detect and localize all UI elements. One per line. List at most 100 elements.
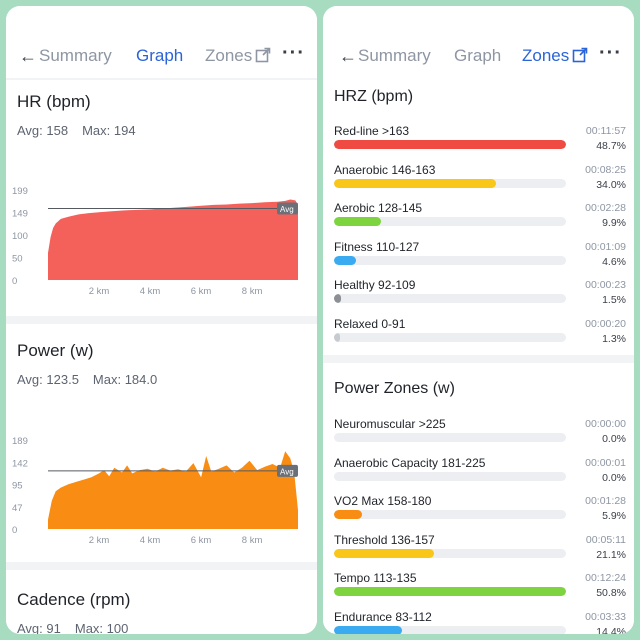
zone-row: Threshold 136-157 00:05:11 21.1% xyxy=(334,533,626,569)
zone-bar-track xyxy=(334,178,566,188)
zone-bar-fill xyxy=(334,140,566,149)
more-menu-icon[interactable]: ··· xyxy=(282,42,305,64)
zone-bar-fill xyxy=(334,510,363,519)
zone-percent: 1.3% xyxy=(602,332,626,345)
cadence-max: Max: 100 xyxy=(74,621,129,634)
zone-row: VO2 Max 158-180 00:01:28 5.9% xyxy=(334,494,626,530)
graph-panel: ← Summary Graph Zones ··· HR (bpm) Avg: … xyxy=(6,6,317,634)
power-y-tick-label: 189 xyxy=(12,436,28,447)
zone-bar-fill xyxy=(334,625,403,634)
zone-bar-track xyxy=(334,140,566,149)
cadence-card: Cadence (rpm) Avg: 91 Max: 100 xyxy=(6,570,317,634)
tab-graph[interactable]: Graph xyxy=(136,46,184,65)
zone-time: 00:00:01 xyxy=(585,456,626,469)
hr-y-tick-label: 100 xyxy=(12,231,28,242)
zone-bar-track xyxy=(334,625,566,634)
zone-name: Fitness 110-127 xyxy=(334,239,420,254)
power-y-tick-label: 0 xyxy=(12,525,17,536)
cadence-stats: Avg: 91 Max: 100 xyxy=(17,621,142,634)
zone-time: 00:05:11 xyxy=(585,533,626,546)
zone-bar-track xyxy=(334,255,566,265)
zone-name: Neuromuscular >225 xyxy=(334,417,446,431)
hr-y-tick-label: 149 xyxy=(12,209,28,220)
back-arrow-icon[interactable]: ← xyxy=(19,46,37,66)
zone-bar-fill xyxy=(334,332,341,342)
hr-x-tick-label: 2 km xyxy=(89,286,110,297)
zone-bar-fill xyxy=(334,178,496,188)
power-avg-label: Avg xyxy=(280,467,294,476)
zone-percent: 14.4% xyxy=(596,625,626,635)
zone-bar-fill xyxy=(334,548,435,558)
hr-stats: Avg: 158 Max: 194 xyxy=(17,123,150,138)
tab-zones[interactable]: Zones xyxy=(205,46,253,65)
zone-bar-fill xyxy=(334,294,342,303)
zone-name: Red-line >163 xyxy=(334,124,410,138)
zone-time: 00:11:57 xyxy=(585,125,626,137)
power-y-tick-label: 47 xyxy=(12,503,23,514)
power-title: Power (w) xyxy=(17,341,94,360)
zone-name: VO2 Max 158-180 xyxy=(334,494,432,508)
zone-time: 00:02:28 xyxy=(585,202,626,214)
power-chart: 189 142 95 47 0 Avg 2 km 4 km 6 km 8 km xyxy=(12,436,298,546)
zone-row: Tempo 113-135 00:12:24 50.8% xyxy=(334,571,626,607)
zone-name: Endurance 83-112 xyxy=(334,609,432,624)
zone-name: Anaerobic 146-163 xyxy=(334,162,436,177)
top-nav: ← Summary Graph Zones ··· xyxy=(6,6,317,78)
power-y-tick-label: 142 xyxy=(12,458,28,469)
zone-row: Neuromuscular >225 00:00:00 0.0% xyxy=(334,417,626,453)
hr-max: Max: 194 xyxy=(82,123,136,138)
zone-bar-track xyxy=(334,587,566,596)
zone-percent: 5.9% xyxy=(602,510,626,522)
hr-avg-label: Avg xyxy=(280,205,294,214)
zone-percent: 48.7% xyxy=(596,140,626,152)
power-x-tick-label: 4 km xyxy=(140,535,161,546)
zone-name: Tempo 113-135 xyxy=(334,571,417,585)
zone-percent: 21.1% xyxy=(596,548,626,561)
tab-summary[interactable]: Summary xyxy=(358,46,431,65)
zones-panel: ← Summary Graph Zones ··· HRZ (bpm) Red-… xyxy=(323,6,634,634)
hrz-card: HRZ (bpm) Red-line >163 00:11:57 48.7% Anae… xyxy=(323,78,634,355)
hrz-title: HRZ (bpm) xyxy=(334,88,414,105)
power-x-tick-label: 6 km xyxy=(191,535,212,546)
external-link-icon[interactable] xyxy=(572,47,588,63)
zone-bar-fill xyxy=(334,255,356,265)
hr-y-tick-label: 0 xyxy=(12,276,17,287)
zone-time: 00:03:33 xyxy=(585,610,626,623)
zone-percent: 1.5% xyxy=(602,294,626,306)
zone-percent: 0.0% xyxy=(602,471,626,484)
hr-x-tick-label: 4 km xyxy=(140,286,161,297)
cadence-avg: Avg: 91 xyxy=(17,621,61,634)
zone-row: Anaerobic 146-163 00:08:25 34.0% xyxy=(334,163,626,199)
power-x-tick-label: 2 km xyxy=(89,535,110,546)
power-y-tick-label: 95 xyxy=(12,481,23,492)
hr-y-tick-label: 199 xyxy=(12,186,28,197)
hr-title: HR (bpm) xyxy=(17,92,91,111)
external-link-icon[interactable] xyxy=(255,47,271,63)
zone-percent: 9.9% xyxy=(602,217,626,229)
power-stats: Avg: 123.5 Max: 184.0 xyxy=(17,372,171,387)
back-arrow-icon[interactable]: ← xyxy=(339,46,357,66)
cadence-title: Cadence (rpm) xyxy=(17,590,131,609)
zone-bar-fill xyxy=(334,217,382,226)
power-x-tick-label: 8 km xyxy=(242,535,263,546)
power-max: Max: 184.0 xyxy=(92,372,158,387)
tab-graph[interactable]: Graph xyxy=(454,46,502,65)
hr-y-tick-label: 50 xyxy=(12,254,23,265)
tab-summary[interactable]: Summary xyxy=(39,46,112,65)
zone-row: Endurance 83-112 00:03:33 14.4% xyxy=(334,609,626,635)
more-menu-icon[interactable]: ··· xyxy=(599,42,622,64)
zone-time: 00:00:23 xyxy=(585,279,626,291)
hr-x-tick-label: 6 km xyxy=(191,286,212,297)
zone-bar-track xyxy=(334,332,566,342)
zone-name: Anaerobic Capacity 181-225 xyxy=(334,455,486,470)
zone-name: Healthy 92-109 xyxy=(334,278,416,292)
power-card: Power (w) Avg: 123.5 Max: 184.0 189 142 95 4… xyxy=(6,324,317,562)
zone-bar-track xyxy=(334,294,566,303)
zone-name: Aerobic 128-145 xyxy=(334,201,423,215)
tab-zones[interactable]: Zones xyxy=(522,46,570,65)
zone-bar-track xyxy=(334,471,566,481)
zone-name: Relaxed 0-91 xyxy=(334,316,406,331)
zone-bar-track xyxy=(334,510,566,519)
power-area-series xyxy=(48,451,298,529)
zone-row: Healthy 92-109 00:00:23 1.5% xyxy=(334,278,626,314)
